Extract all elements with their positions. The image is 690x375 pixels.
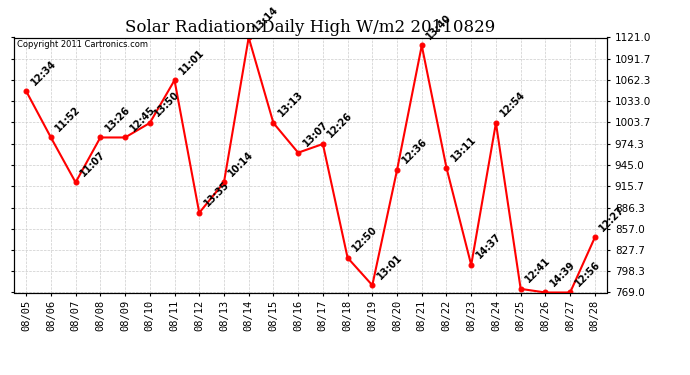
Text: 12:27: 12:27 <box>598 204 627 233</box>
Text: 10:14: 10:14 <box>227 149 256 178</box>
Text: 12:54: 12:54 <box>499 90 528 119</box>
Text: 13:26: 13:26 <box>103 104 132 133</box>
Text: 13:14: 13:14 <box>251 4 280 33</box>
Text: 11:07: 11:07 <box>79 149 108 178</box>
Text: 13:11: 13:11 <box>449 135 478 164</box>
Text: 14:39: 14:39 <box>548 260 577 288</box>
Text: 12:45: 12:45 <box>128 104 157 133</box>
Text: 12:26: 12:26 <box>326 111 355 140</box>
Text: 11:52: 11:52 <box>54 104 83 133</box>
Text: 13:35: 13:35 <box>202 180 231 209</box>
Text: 12:50: 12:50 <box>351 225 380 254</box>
Text: 13:07: 13:07 <box>301 120 330 148</box>
Text: 14:37: 14:37 <box>474 232 503 261</box>
Text: 12:36: 12:36 <box>400 137 428 166</box>
Text: 13:40: 13:40 <box>424 12 453 41</box>
Text: 12:56: 12:56 <box>573 260 602 288</box>
Text: 11:01: 11:01 <box>177 47 206 76</box>
Text: 12:41: 12:41 <box>524 256 553 285</box>
Text: 13:50: 13:50 <box>152 90 181 119</box>
Text: 13:13: 13:13 <box>276 90 305 119</box>
Text: Copyright 2011 Cartronics.com: Copyright 2011 Cartronics.com <box>17 40 148 49</box>
Text: 12:34: 12:34 <box>29 58 58 87</box>
Text: 13:01: 13:01 <box>375 252 404 281</box>
Title: Solar Radiation Daily High W/m2 20110829: Solar Radiation Daily High W/m2 20110829 <box>126 19 495 36</box>
